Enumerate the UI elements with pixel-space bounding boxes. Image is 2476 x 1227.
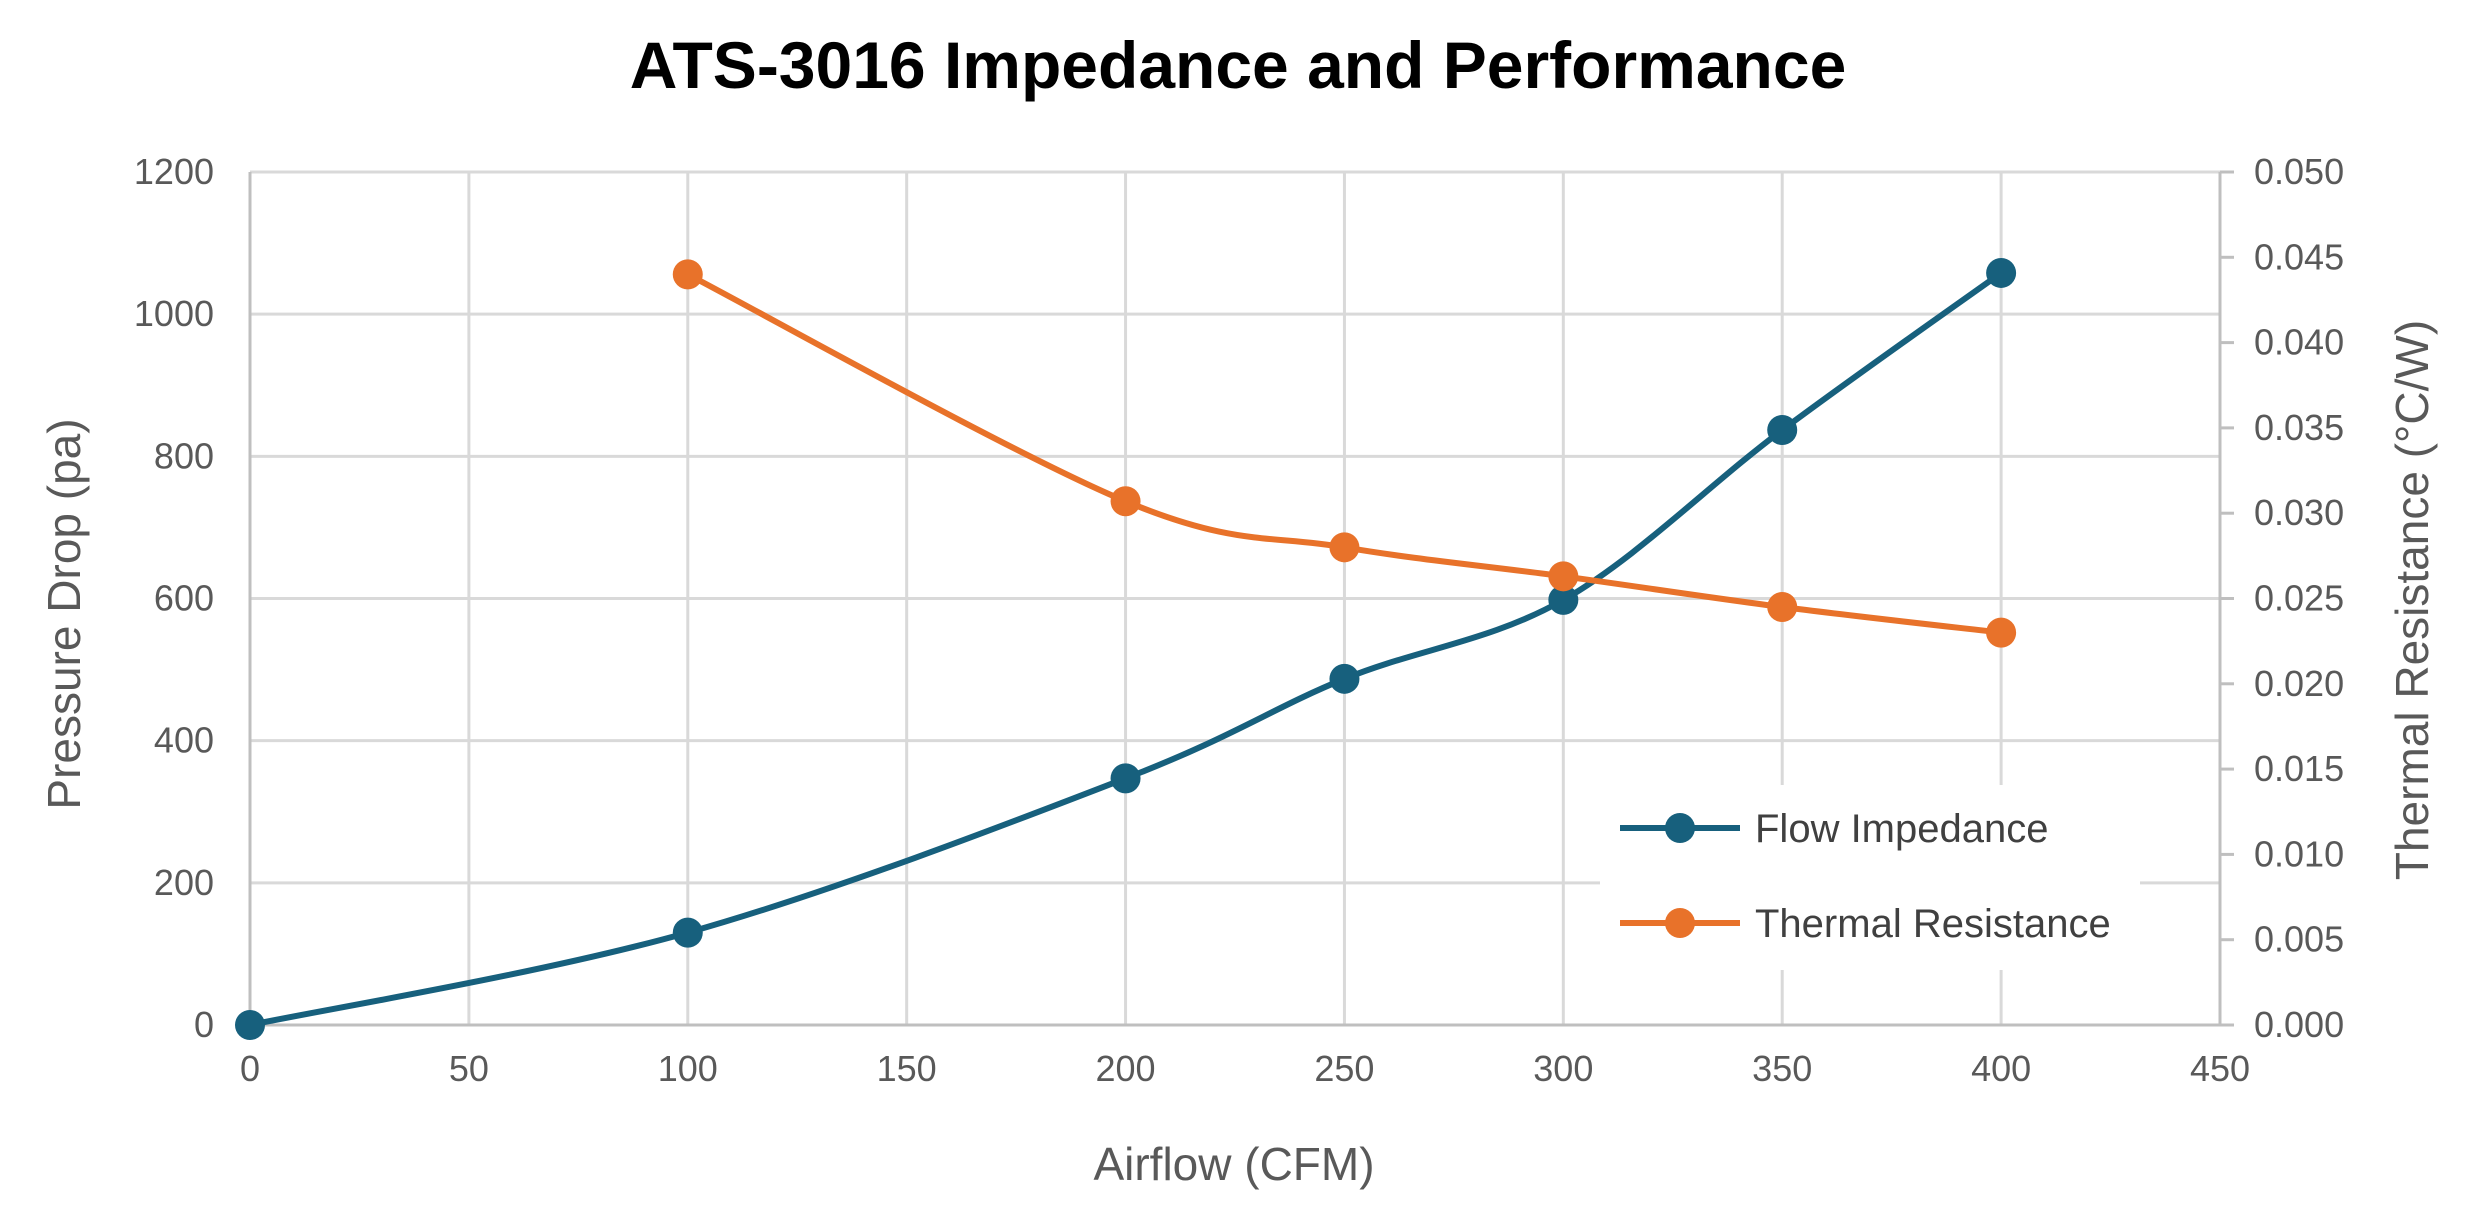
x-tick-label: 150 bbox=[877, 1048, 937, 1089]
legend-item-thermal-resistance: Thermal Resistance bbox=[1620, 902, 2111, 946]
legend-marker-thermal-resistance bbox=[1665, 908, 1695, 938]
legend-label-flow-impedance: Flow Impedance bbox=[1755, 807, 2048, 851]
legend-background bbox=[1600, 785, 2140, 970]
x-tick-label: 250 bbox=[1314, 1048, 1374, 1089]
series-thermal-resistance bbox=[672, 259, 2017, 648]
y2-tick-labels: 0.000 0.005 0.010 0.015 0.020 0.025 0.030 0.035… bbox=[2254, 151, 2344, 1045]
y2-tick-label: 0.045 bbox=[2254, 236, 2344, 277]
y-tick-label: 800 bbox=[154, 435, 214, 476]
x-tick-label: 400 bbox=[1971, 1048, 2031, 1089]
x-tick-label: 350 bbox=[1752, 1048, 1812, 1089]
axes bbox=[248, 170, 2234, 1027]
x-tick-label: 300 bbox=[1533, 1048, 1593, 1089]
x-tick-label: 450 bbox=[2190, 1048, 2250, 1089]
x-tick-label: 50 bbox=[449, 1048, 489, 1089]
y2-tick-label: 0.050 bbox=[2254, 151, 2344, 192]
x-tick-label: 100 bbox=[658, 1048, 718, 1089]
y-tick-label: 600 bbox=[154, 578, 214, 619]
y-axis-title: Pressure Drop (pa) bbox=[38, 418, 90, 809]
y2-tick-label: 0.015 bbox=[2254, 748, 2344, 789]
y2-tick-label: 0.020 bbox=[2254, 663, 2344, 704]
data-point-flow-impedance bbox=[672, 917, 703, 948]
x-tick-label: 0 bbox=[240, 1048, 260, 1089]
legend-item-flow-impedance: Flow Impedance bbox=[1620, 807, 2048, 851]
y-tick-label: 0 bbox=[194, 1004, 214, 1045]
series bbox=[235, 257, 2017, 1040]
x-tick-label: 200 bbox=[1096, 1048, 1156, 1089]
y2-axis-title: Thermal Resistance (°C/W) bbox=[2386, 320, 2438, 880]
data-point-flow-impedance bbox=[1986, 257, 2017, 288]
y-tick-label: 1000 bbox=[134, 293, 214, 334]
data-point-flow-impedance bbox=[1329, 663, 1360, 694]
data-point-flow-impedance bbox=[1548, 584, 1579, 615]
data-point-thermal-resistance bbox=[672, 259, 703, 290]
data-point-thermal-resistance bbox=[1329, 532, 1360, 563]
legend-marker-flow-impedance bbox=[1665, 813, 1695, 843]
data-point-thermal-resistance bbox=[1767, 592, 1798, 623]
x-axis-title: Airflow (CFM) bbox=[1093, 1138, 1374, 1190]
data-point-thermal-resistance bbox=[1986, 617, 2017, 648]
y2-tick-label: 0.040 bbox=[2254, 322, 2344, 363]
y-tick-label: 400 bbox=[154, 720, 214, 761]
y2-tick-label: 0.030 bbox=[2254, 492, 2344, 533]
data-point-flow-impedance bbox=[1767, 415, 1798, 446]
legend: Flow Impedance Thermal Resistance bbox=[1600, 785, 2140, 970]
y2-tick-label: 0.035 bbox=[2254, 407, 2344, 448]
data-point-flow-impedance bbox=[1110, 763, 1141, 794]
y2-tick-label: 0.025 bbox=[2254, 578, 2344, 619]
chart-title: ATS-3016 Impedance and Performance bbox=[630, 28, 1847, 102]
y-tick-labels: 0 200 400 600 800 1000 1200 bbox=[134, 151, 214, 1045]
y2-tick-label: 0.000 bbox=[2254, 1004, 2344, 1045]
data-point-thermal-resistance bbox=[1548, 561, 1579, 592]
legend-label-thermal-resistance: Thermal Resistance bbox=[1755, 902, 2111, 946]
data-point-flow-impedance bbox=[235, 1010, 265, 1040]
y-tick-label: 200 bbox=[154, 862, 214, 903]
y2-tick-label: 0.010 bbox=[2254, 833, 2344, 874]
y2-tick-label: 0.005 bbox=[2254, 919, 2344, 960]
x-tick-labels: 0 50 100 150 200 250 300 350 400 450 bbox=[240, 1048, 2250, 1089]
data-point-thermal-resistance bbox=[1110, 486, 1141, 517]
y-tick-label: 1200 bbox=[134, 151, 214, 192]
series-flow-impedance bbox=[235, 257, 2017, 1040]
